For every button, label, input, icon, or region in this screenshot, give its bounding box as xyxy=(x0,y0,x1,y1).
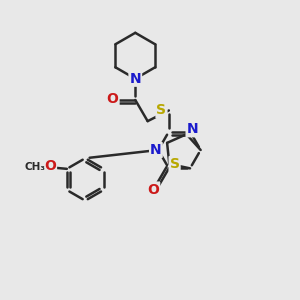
Text: O: O xyxy=(44,159,56,172)
Text: O: O xyxy=(147,183,159,196)
Text: S: S xyxy=(157,103,166,117)
Text: N: N xyxy=(130,72,141,86)
Text: CH₃: CH₃ xyxy=(25,162,46,172)
Text: S: S xyxy=(169,157,180,171)
Text: N: N xyxy=(150,143,162,157)
Text: O: O xyxy=(107,92,118,106)
Text: N: N xyxy=(187,122,198,136)
